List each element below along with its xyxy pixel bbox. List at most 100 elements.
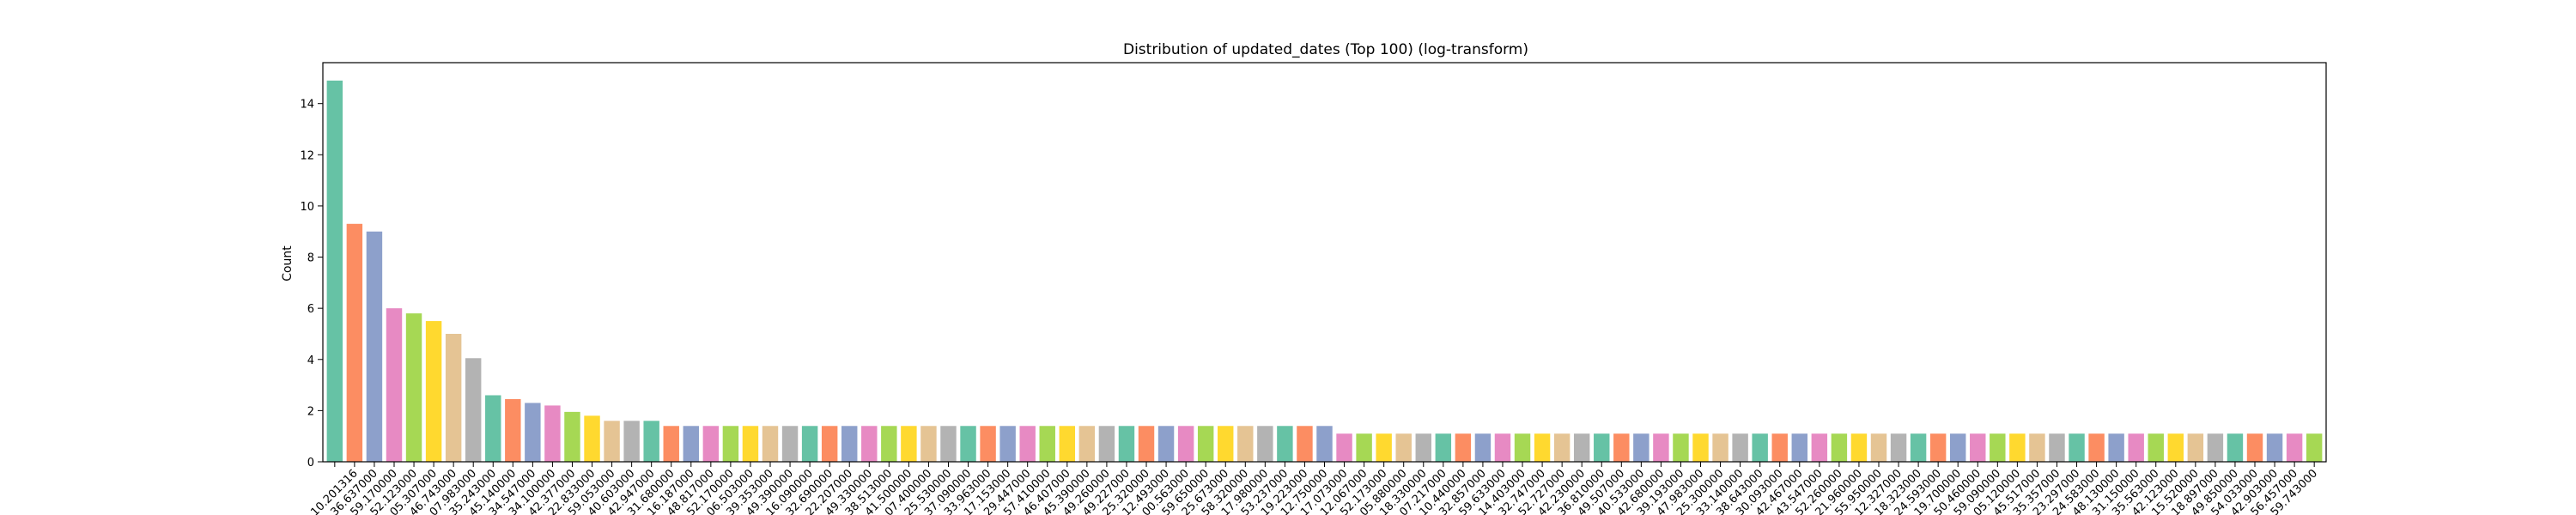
bar <box>2246 433 2263 462</box>
bar <box>801 426 818 462</box>
bar <box>980 426 996 462</box>
bar <box>2286 433 2303 462</box>
bar <box>1929 433 1947 462</box>
bar <box>1277 426 1293 462</box>
bar <box>604 421 620 462</box>
bar <box>425 321 442 462</box>
bar <box>2069 433 2085 462</box>
y-tick-label: 6 <box>307 303 314 316</box>
bar <box>2049 433 2065 462</box>
bar <box>1177 426 1194 462</box>
bar <box>564 411 580 463</box>
y-tick-label: 10 <box>300 201 314 214</box>
bar <box>1514 433 1531 462</box>
bar <box>1474 433 1492 462</box>
bar <box>2108 433 2124 462</box>
bar <box>940 426 957 462</box>
bar <box>643 421 659 462</box>
y-tick-label: 4 <box>307 354 314 367</box>
bar <box>1218 426 1234 462</box>
bar <box>2009 433 2026 462</box>
x-axis: 10.20131636.63700059.17000052.12300005.3… <box>308 462 2320 515</box>
bar <box>1059 426 1076 462</box>
bar <box>1613 433 1630 462</box>
bar <box>1138 426 1155 462</box>
y-axis: 0 2 4 6 8 10 12 14 <box>300 99 323 470</box>
bar <box>683 426 700 462</box>
bar <box>881 426 897 462</box>
y-tick-label: 14 <box>300 99 314 112</box>
bar <box>1157 426 1175 462</box>
bar <box>1890 433 1907 462</box>
bar <box>2187 433 2204 462</box>
bar <box>1673 433 1689 462</box>
bar <box>2088 433 2105 462</box>
bar <box>1336 433 1352 462</box>
bar <box>1435 433 1452 462</box>
bar <box>1039 426 1055 462</box>
bar <box>2266 433 2283 462</box>
bar <box>544 405 561 462</box>
bar <box>2148 433 2164 462</box>
y-tick-label: 0 <box>307 457 314 470</box>
bar <box>1395 433 1412 462</box>
bar <box>445 333 462 462</box>
chart-title: Distribution of updated_dates (Top 100) … <box>1123 41 1528 58</box>
bar <box>386 308 403 462</box>
bar <box>1553 433 1571 462</box>
bar <box>405 313 422 462</box>
bar <box>722 426 739 462</box>
bar <box>1771 433 1788 462</box>
bar <box>1752 433 1768 462</box>
bar <box>781 426 799 462</box>
bar <box>525 403 541 462</box>
bar <box>742 426 759 462</box>
bar <box>1692 433 1709 462</box>
bar <box>960 426 976 462</box>
bars-group <box>326 80 2323 463</box>
bar <box>1118 426 1135 462</box>
bar <box>1197 426 1214 462</box>
bar <box>1811 433 1828 462</box>
bar <box>1316 426 1333 462</box>
y-tick-label: 2 <box>307 405 314 418</box>
bar <box>1850 433 1868 462</box>
bar <box>623 421 640 462</box>
bar <box>999 426 1016 462</box>
bar <box>2128 433 2144 462</box>
bar <box>821 426 838 462</box>
bar <box>1791 433 1807 462</box>
bar <box>1712 433 1728 462</box>
bar <box>505 398 521 462</box>
bar <box>1415 433 1431 462</box>
bar <box>1534 433 1551 462</box>
bar <box>1831 433 1848 462</box>
bar <box>1653 433 1669 462</box>
bar <box>1594 433 1610 462</box>
bar <box>841 426 858 462</box>
bar <box>1019 426 1036 462</box>
bar <box>1732 433 1748 462</box>
bar <box>465 358 482 462</box>
bar <box>1078 426 1096 462</box>
bar <box>920 426 937 462</box>
y-tick-label: 12 <box>300 149 314 162</box>
bar <box>1633 433 1649 462</box>
bar <box>1376 433 1392 462</box>
bar <box>861 426 878 462</box>
bar <box>2029 433 2045 462</box>
bar <box>1970 433 1986 462</box>
bar <box>2227 433 2244 462</box>
bar <box>1990 433 2006 462</box>
bar <box>584 415 600 462</box>
bar <box>901 426 917 462</box>
bar <box>1573 433 1590 462</box>
bar <box>1494 433 1511 462</box>
bar <box>702 426 720 462</box>
y-axis-label: Count <box>281 245 295 282</box>
bar <box>485 395 501 462</box>
bar <box>326 80 343 463</box>
bar <box>1455 433 1472 462</box>
bar <box>762 426 779 462</box>
